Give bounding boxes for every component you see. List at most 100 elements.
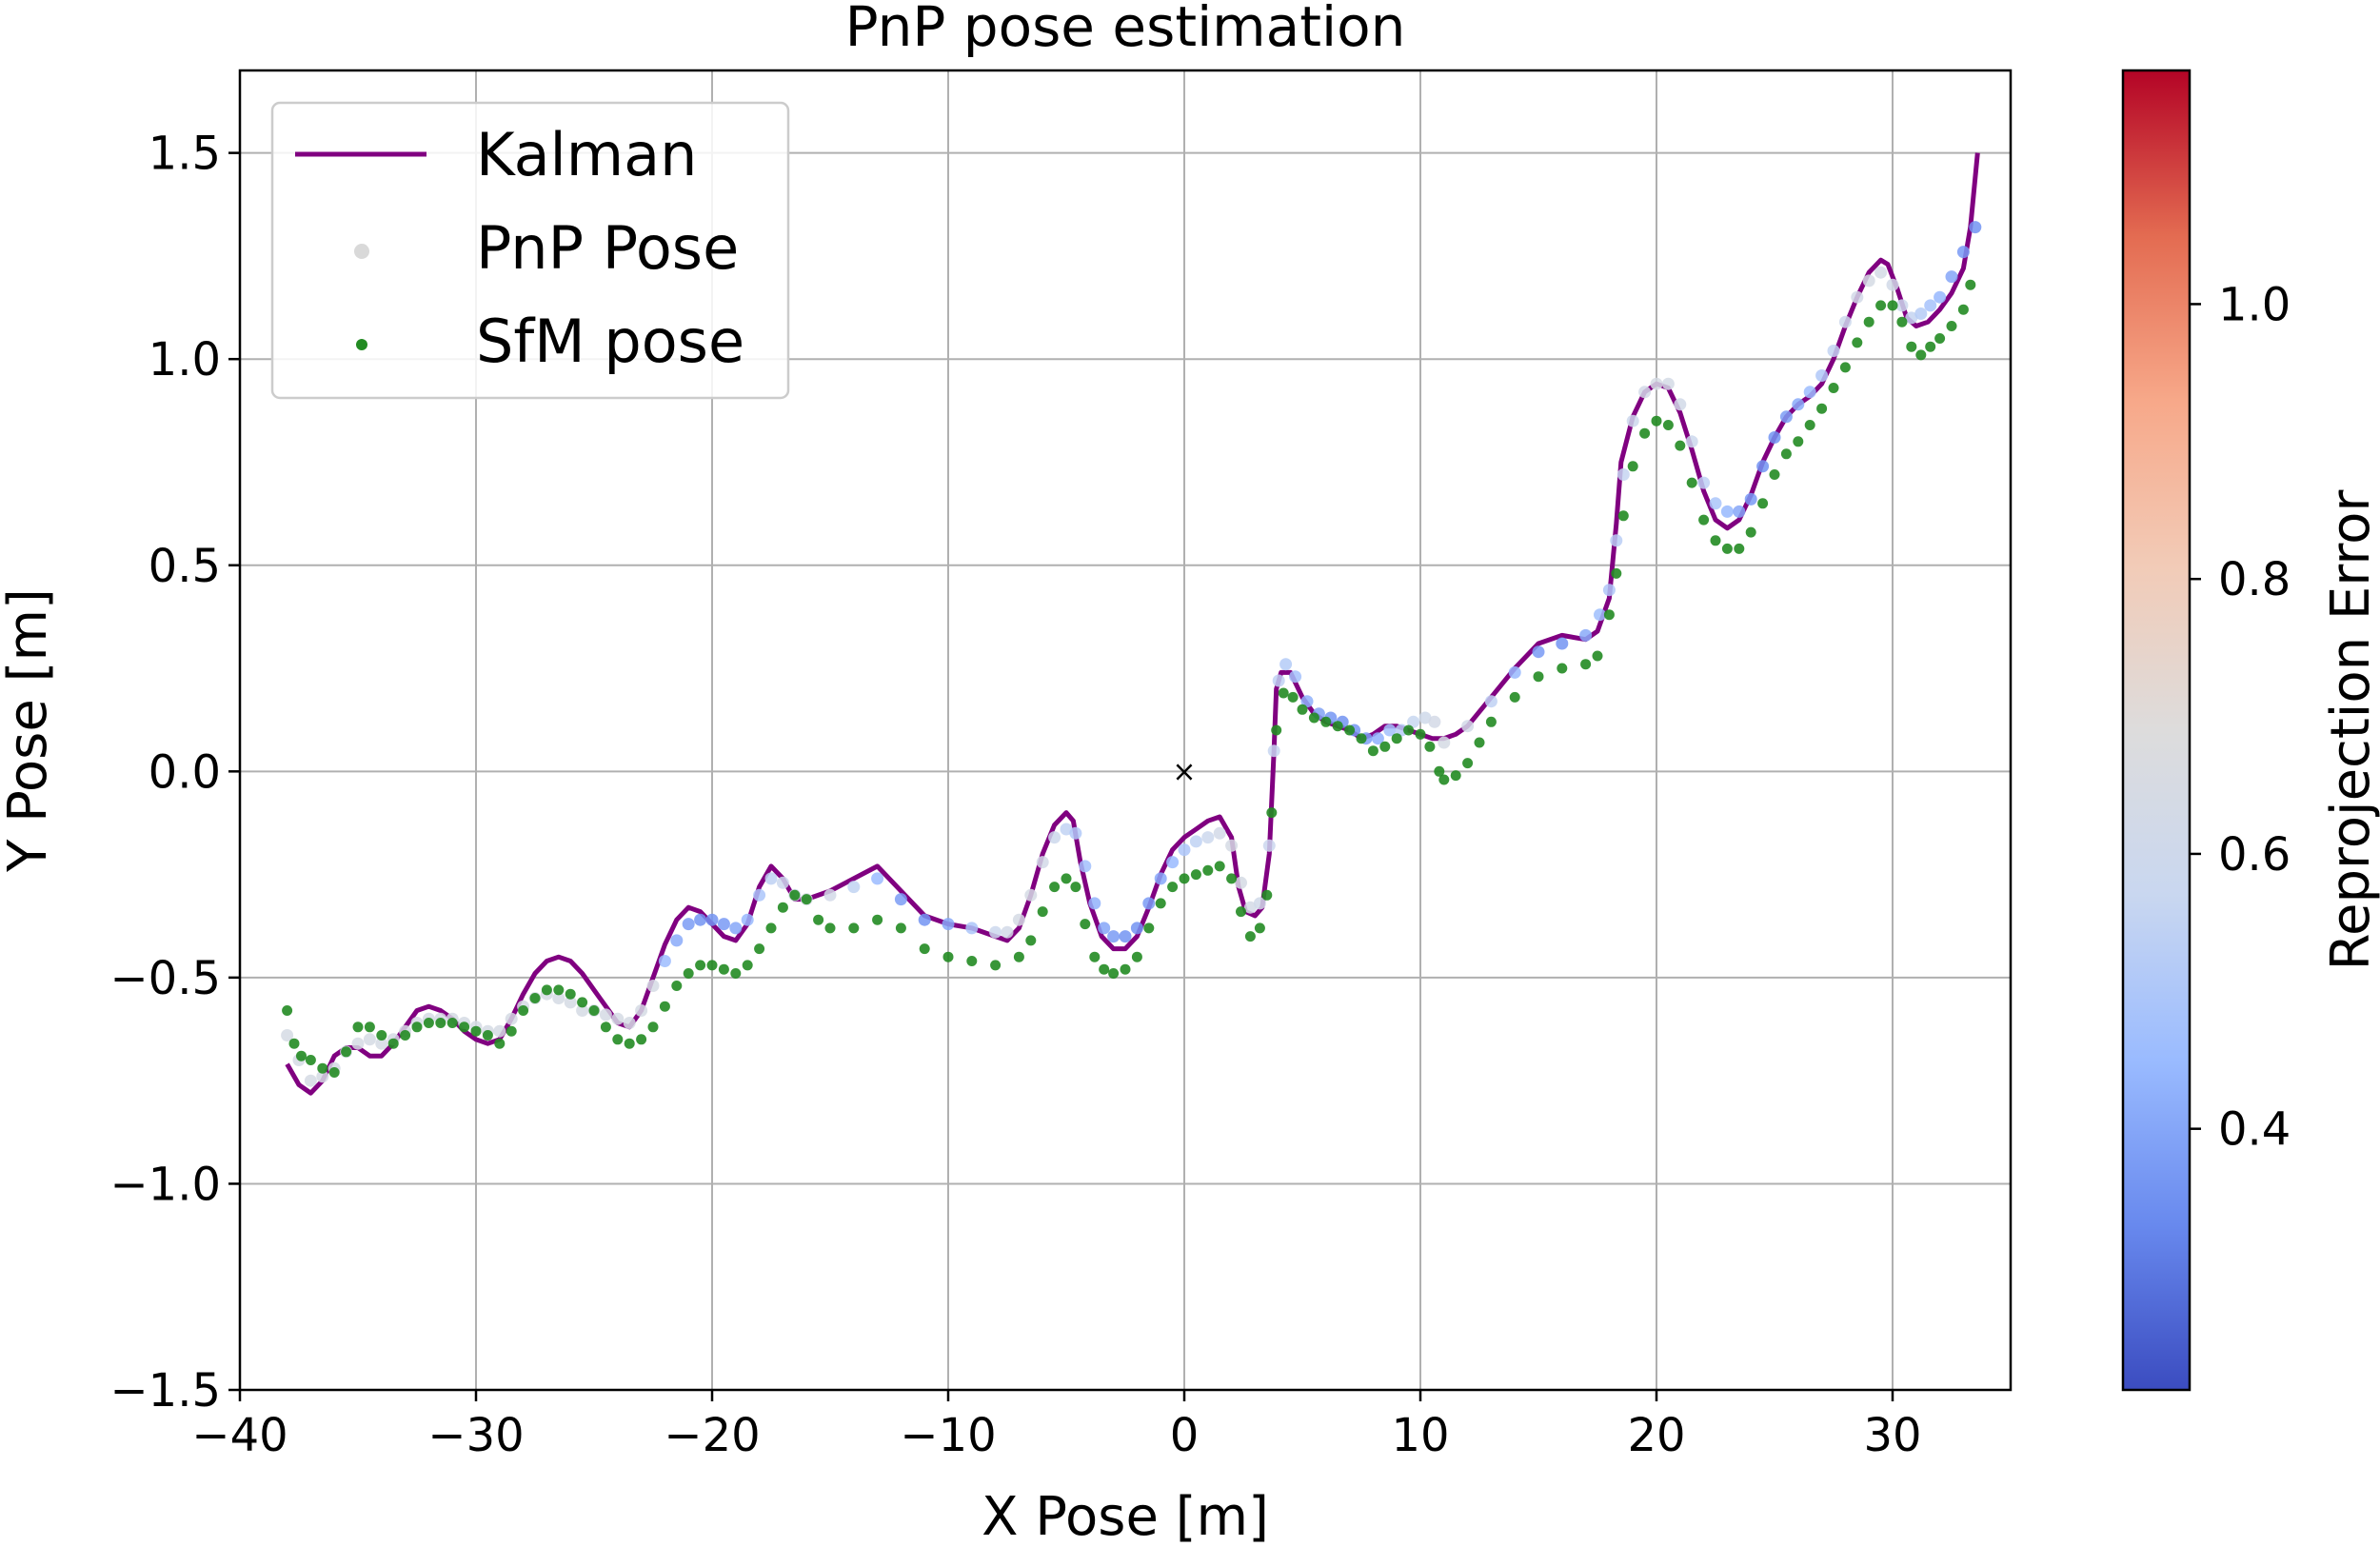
pnp-pose-point — [1289, 670, 1302, 684]
pnp-pose-point — [1756, 460, 1770, 473]
sfm-pose-point — [541, 984, 552, 996]
sfm-pose-point — [506, 1025, 517, 1037]
pnp-pose-point — [1178, 843, 1191, 857]
sfm-pose-point — [482, 1030, 493, 1041]
pnp-pose-point — [1532, 645, 1545, 659]
sfm-pose-point — [577, 997, 588, 1008]
sfm-pose-point — [518, 1005, 529, 1016]
pnp-pose-point — [1616, 468, 1630, 481]
sfm-pose-point — [364, 1021, 375, 1033]
sfm-pose-point — [1391, 733, 1402, 744]
sfm-pose-point — [1037, 906, 1048, 918]
colorbar-tick-label: 1.0 — [2218, 278, 2291, 331]
pnp-pose-point — [847, 881, 861, 894]
sfm-pose-point — [387, 1038, 399, 1049]
legend-kalman-label: Kalman — [476, 120, 697, 189]
pnp-pose-point — [1272, 674, 1285, 687]
legend-pnp-pose-swatch — [354, 244, 369, 259]
sfm-pose-point — [1533, 671, 1544, 683]
pnp-pose-point — [1638, 386, 1652, 399]
sfm-pose-point — [1721, 543, 1733, 554]
x-tick-label: 10 — [1391, 1409, 1449, 1462]
pnp-pose-point — [1862, 274, 1875, 288]
pnp-pose-point — [1407, 715, 1420, 728]
pnp-pose-point — [1225, 839, 1239, 852]
sfm-pose-point — [1686, 477, 1697, 488]
pnp-pose-point — [1556, 637, 1569, 650]
legend-box — [270, 101, 790, 400]
pnp-pose-point — [1154, 872, 1167, 885]
sfm-pose-point — [1915, 349, 1927, 361]
colorbar-tick-label: 0.8 — [2218, 553, 2291, 606]
pnp-pose-point — [1838, 315, 1852, 328]
sfm-pose-point — [423, 1018, 434, 1028]
sfm-pose-point — [848, 922, 860, 934]
x-tick-label: −10 — [900, 1409, 996, 1462]
sfm-pose-point — [1089, 951, 1101, 962]
sfm-pose-point — [1143, 922, 1155, 934]
sfm-pose-point — [288, 1038, 300, 1049]
pnp-pose-point — [1685, 435, 1698, 448]
sfm-pose-point — [1344, 724, 1356, 736]
sfm-pose-point — [895, 922, 906, 934]
sfm-pose-point — [683, 968, 694, 979]
pnp-pose-point — [670, 934, 684, 947]
sfm-pose-point — [565, 988, 576, 1000]
pnp-pose-point — [1779, 410, 1793, 424]
pnp-pose-point — [1594, 608, 1606, 622]
sfm-pose-point — [1757, 498, 1769, 509]
pnp-pose-point — [705, 913, 719, 926]
sfm-pose-point — [1639, 427, 1651, 439]
y-tick-label: 1.0 — [149, 333, 221, 387]
sfm-pose-point — [742, 960, 753, 971]
legend: Kalman PnP Pose SfM pose — [270, 101, 790, 400]
sfm-pose-point — [1025, 935, 1037, 946]
sfm-pose-point — [1780, 448, 1792, 460]
pnp-pose-point — [1098, 922, 1111, 935]
sfm-pose-point — [1080, 919, 1091, 930]
sfm-pose-point — [1863, 316, 1874, 327]
sfm-pose-point — [1415, 728, 1426, 740]
sfm-pose-point — [1734, 543, 1745, 554]
pnp-pose-point — [871, 872, 884, 885]
x-tick-label: −40 — [191, 1409, 288, 1462]
sfm-pose-point — [990, 960, 1002, 971]
chart-title: PnP pose estimation — [845, 0, 1406, 59]
sfm-pose-point — [1049, 882, 1061, 893]
sfm-pose-point — [470, 1025, 482, 1037]
sfm-pose-point — [1603, 609, 1615, 621]
pnp-pose-point — [316, 1070, 329, 1083]
sfm-pose-point — [317, 1062, 328, 1074]
sfm-pose-point — [1617, 510, 1629, 522]
sfm-pose-point — [1839, 362, 1851, 373]
pnp-pose-point — [1924, 299, 1937, 312]
x-axis-ticks: −40 −30 −20 −10 0 10 20 30 — [191, 1390, 1922, 1462]
pnp-pose-point — [1934, 290, 1947, 304]
sfm-pose-point — [1214, 861, 1225, 872]
sfm-pose-point — [1013, 951, 1024, 962]
pnp-pose-point — [493, 1024, 506, 1038]
x-axis-title: X Pose [m] — [982, 1486, 1269, 1547]
sfm-pose-point — [671, 981, 683, 991]
pnp-pose-point — [564, 996, 577, 1009]
sfm-pose-point — [1308, 712, 1319, 724]
sfm-pose-point — [695, 960, 706, 971]
sfm-pose-point — [1675, 440, 1686, 451]
pnp-pose-point — [694, 913, 707, 926]
sfm-pose-point — [636, 1034, 647, 1045]
pnp-pose-point — [1945, 270, 1958, 284]
pnp-pose-point — [1279, 658, 1293, 671]
sfm-pose-point — [1557, 663, 1568, 674]
pnp-pose-point — [1119, 930, 1132, 943]
pnp-pose-point — [1579, 628, 1593, 642]
pnp-pose-point — [1079, 860, 1092, 873]
sfm-pose-point — [1120, 963, 1131, 975]
sfm-pose-point — [1278, 687, 1289, 699]
pnp-pose-point — [1024, 888, 1038, 902]
x-tick-label: −30 — [427, 1409, 524, 1462]
pnp-pose-point — [1803, 386, 1816, 399]
colorbar-tick-label: 0.4 — [2218, 1103, 2291, 1157]
pnp-pose-point — [1253, 897, 1266, 910]
y-axis-title: Y Pose [m] — [0, 588, 59, 873]
pnp-pose-point — [753, 888, 766, 902]
